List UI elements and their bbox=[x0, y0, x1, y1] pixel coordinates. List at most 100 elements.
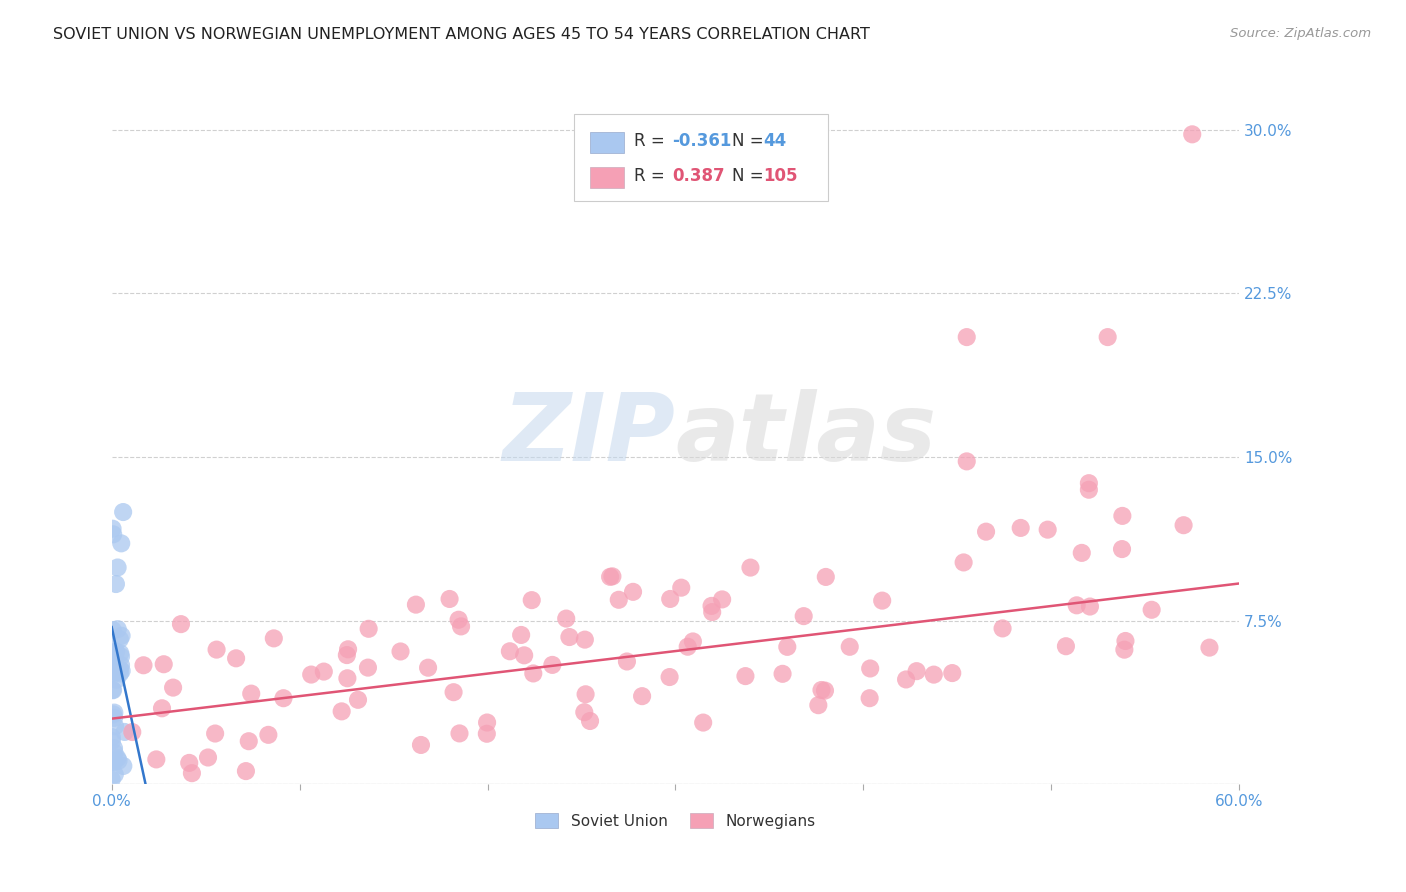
Point bbox=[112, 759, 135, 773]
Point bbox=[1111, 542, 1133, 557]
Text: atlas: atlas bbox=[675, 389, 936, 481]
Point bbox=[114, 725, 136, 739]
Point bbox=[1077, 483, 1099, 497]
Point bbox=[814, 683, 837, 698]
Point bbox=[1078, 599, 1101, 614]
Point bbox=[263, 632, 285, 646]
Point bbox=[257, 728, 280, 742]
Point bbox=[658, 670, 681, 684]
Point bbox=[170, 617, 193, 632]
Point bbox=[602, 569, 624, 583]
Point bbox=[599, 570, 621, 584]
Point bbox=[347, 693, 370, 707]
Point bbox=[541, 657, 564, 672]
Point bbox=[772, 666, 794, 681]
Point bbox=[776, 640, 799, 654]
Text: R =: R = bbox=[634, 132, 665, 150]
Point bbox=[103, 746, 125, 760]
Point bbox=[104, 652, 127, 666]
Point bbox=[1077, 476, 1099, 491]
Point bbox=[974, 524, 997, 539]
Point bbox=[101, 730, 124, 744]
Point bbox=[205, 642, 228, 657]
Point bbox=[357, 622, 380, 636]
Point bbox=[443, 685, 465, 699]
Point bbox=[1198, 640, 1220, 655]
Point bbox=[555, 611, 578, 625]
Point bbox=[162, 681, 184, 695]
Point bbox=[676, 640, 699, 654]
Point bbox=[1097, 330, 1119, 344]
Point bbox=[104, 767, 127, 781]
Point bbox=[100, 772, 122, 787]
Point bbox=[409, 738, 432, 752]
Point bbox=[105, 673, 128, 687]
Point bbox=[240, 687, 263, 701]
Point bbox=[814, 570, 837, 584]
Point bbox=[101, 734, 124, 748]
Point bbox=[107, 560, 129, 574]
Point bbox=[104, 665, 127, 680]
Point bbox=[103, 711, 125, 725]
Point bbox=[1054, 639, 1077, 653]
Point bbox=[235, 764, 257, 778]
Point bbox=[111, 664, 134, 678]
Point bbox=[103, 661, 125, 675]
Point bbox=[337, 642, 360, 657]
Point bbox=[621, 585, 644, 599]
Point bbox=[859, 691, 882, 706]
Point bbox=[103, 755, 125, 769]
Point bbox=[336, 671, 359, 685]
Point bbox=[110, 536, 132, 550]
Point bbox=[103, 707, 125, 722]
Point bbox=[616, 655, 638, 669]
Point bbox=[357, 660, 380, 674]
Point bbox=[956, 330, 979, 344]
Text: 105: 105 bbox=[763, 167, 799, 185]
Text: N =: N = bbox=[733, 132, 763, 150]
Point bbox=[104, 657, 127, 671]
Text: ZIP: ZIP bbox=[502, 389, 675, 481]
Legend: Soviet Union, Norwegians: Soviet Union, Norwegians bbox=[536, 813, 815, 829]
Point bbox=[941, 666, 963, 681]
Point bbox=[1114, 634, 1136, 648]
Point bbox=[405, 598, 427, 612]
Text: -0.361: -0.361 bbox=[672, 132, 731, 150]
Point bbox=[204, 726, 226, 740]
Point bbox=[238, 734, 260, 748]
Point bbox=[108, 662, 131, 676]
Point bbox=[112, 505, 135, 519]
Text: 44: 44 bbox=[763, 132, 787, 150]
Point bbox=[952, 556, 974, 570]
Point bbox=[107, 754, 129, 768]
Point bbox=[700, 599, 723, 613]
Point bbox=[711, 592, 734, 607]
FancyBboxPatch shape bbox=[589, 167, 624, 187]
Point bbox=[1111, 508, 1133, 523]
Point bbox=[859, 661, 882, 675]
Point bbox=[273, 691, 295, 706]
Point bbox=[810, 683, 832, 698]
Point bbox=[110, 658, 132, 673]
Point bbox=[101, 522, 124, 536]
Point bbox=[110, 646, 132, 660]
Point bbox=[312, 665, 335, 679]
Point bbox=[104, 577, 127, 591]
Point bbox=[150, 701, 173, 715]
Point bbox=[475, 727, 498, 741]
Point bbox=[225, 651, 247, 665]
Point bbox=[1010, 521, 1032, 535]
Point bbox=[607, 592, 630, 607]
Point bbox=[574, 687, 596, 701]
Point bbox=[180, 766, 202, 780]
Point bbox=[101, 527, 124, 541]
Text: SOVIET UNION VS NORWEGIAN UNEMPLOYMENT AMONG AGES 45 TO 54 YEARS CORRELATION CHA: SOVIET UNION VS NORWEGIAN UNEMPLOYMENT A… bbox=[53, 27, 870, 42]
Point bbox=[103, 741, 125, 756]
Point bbox=[450, 619, 472, 633]
Point bbox=[922, 667, 945, 681]
Point bbox=[101, 683, 124, 698]
Point bbox=[838, 640, 860, 654]
Point bbox=[510, 628, 533, 642]
Point bbox=[100, 755, 122, 769]
Point bbox=[336, 648, 359, 662]
